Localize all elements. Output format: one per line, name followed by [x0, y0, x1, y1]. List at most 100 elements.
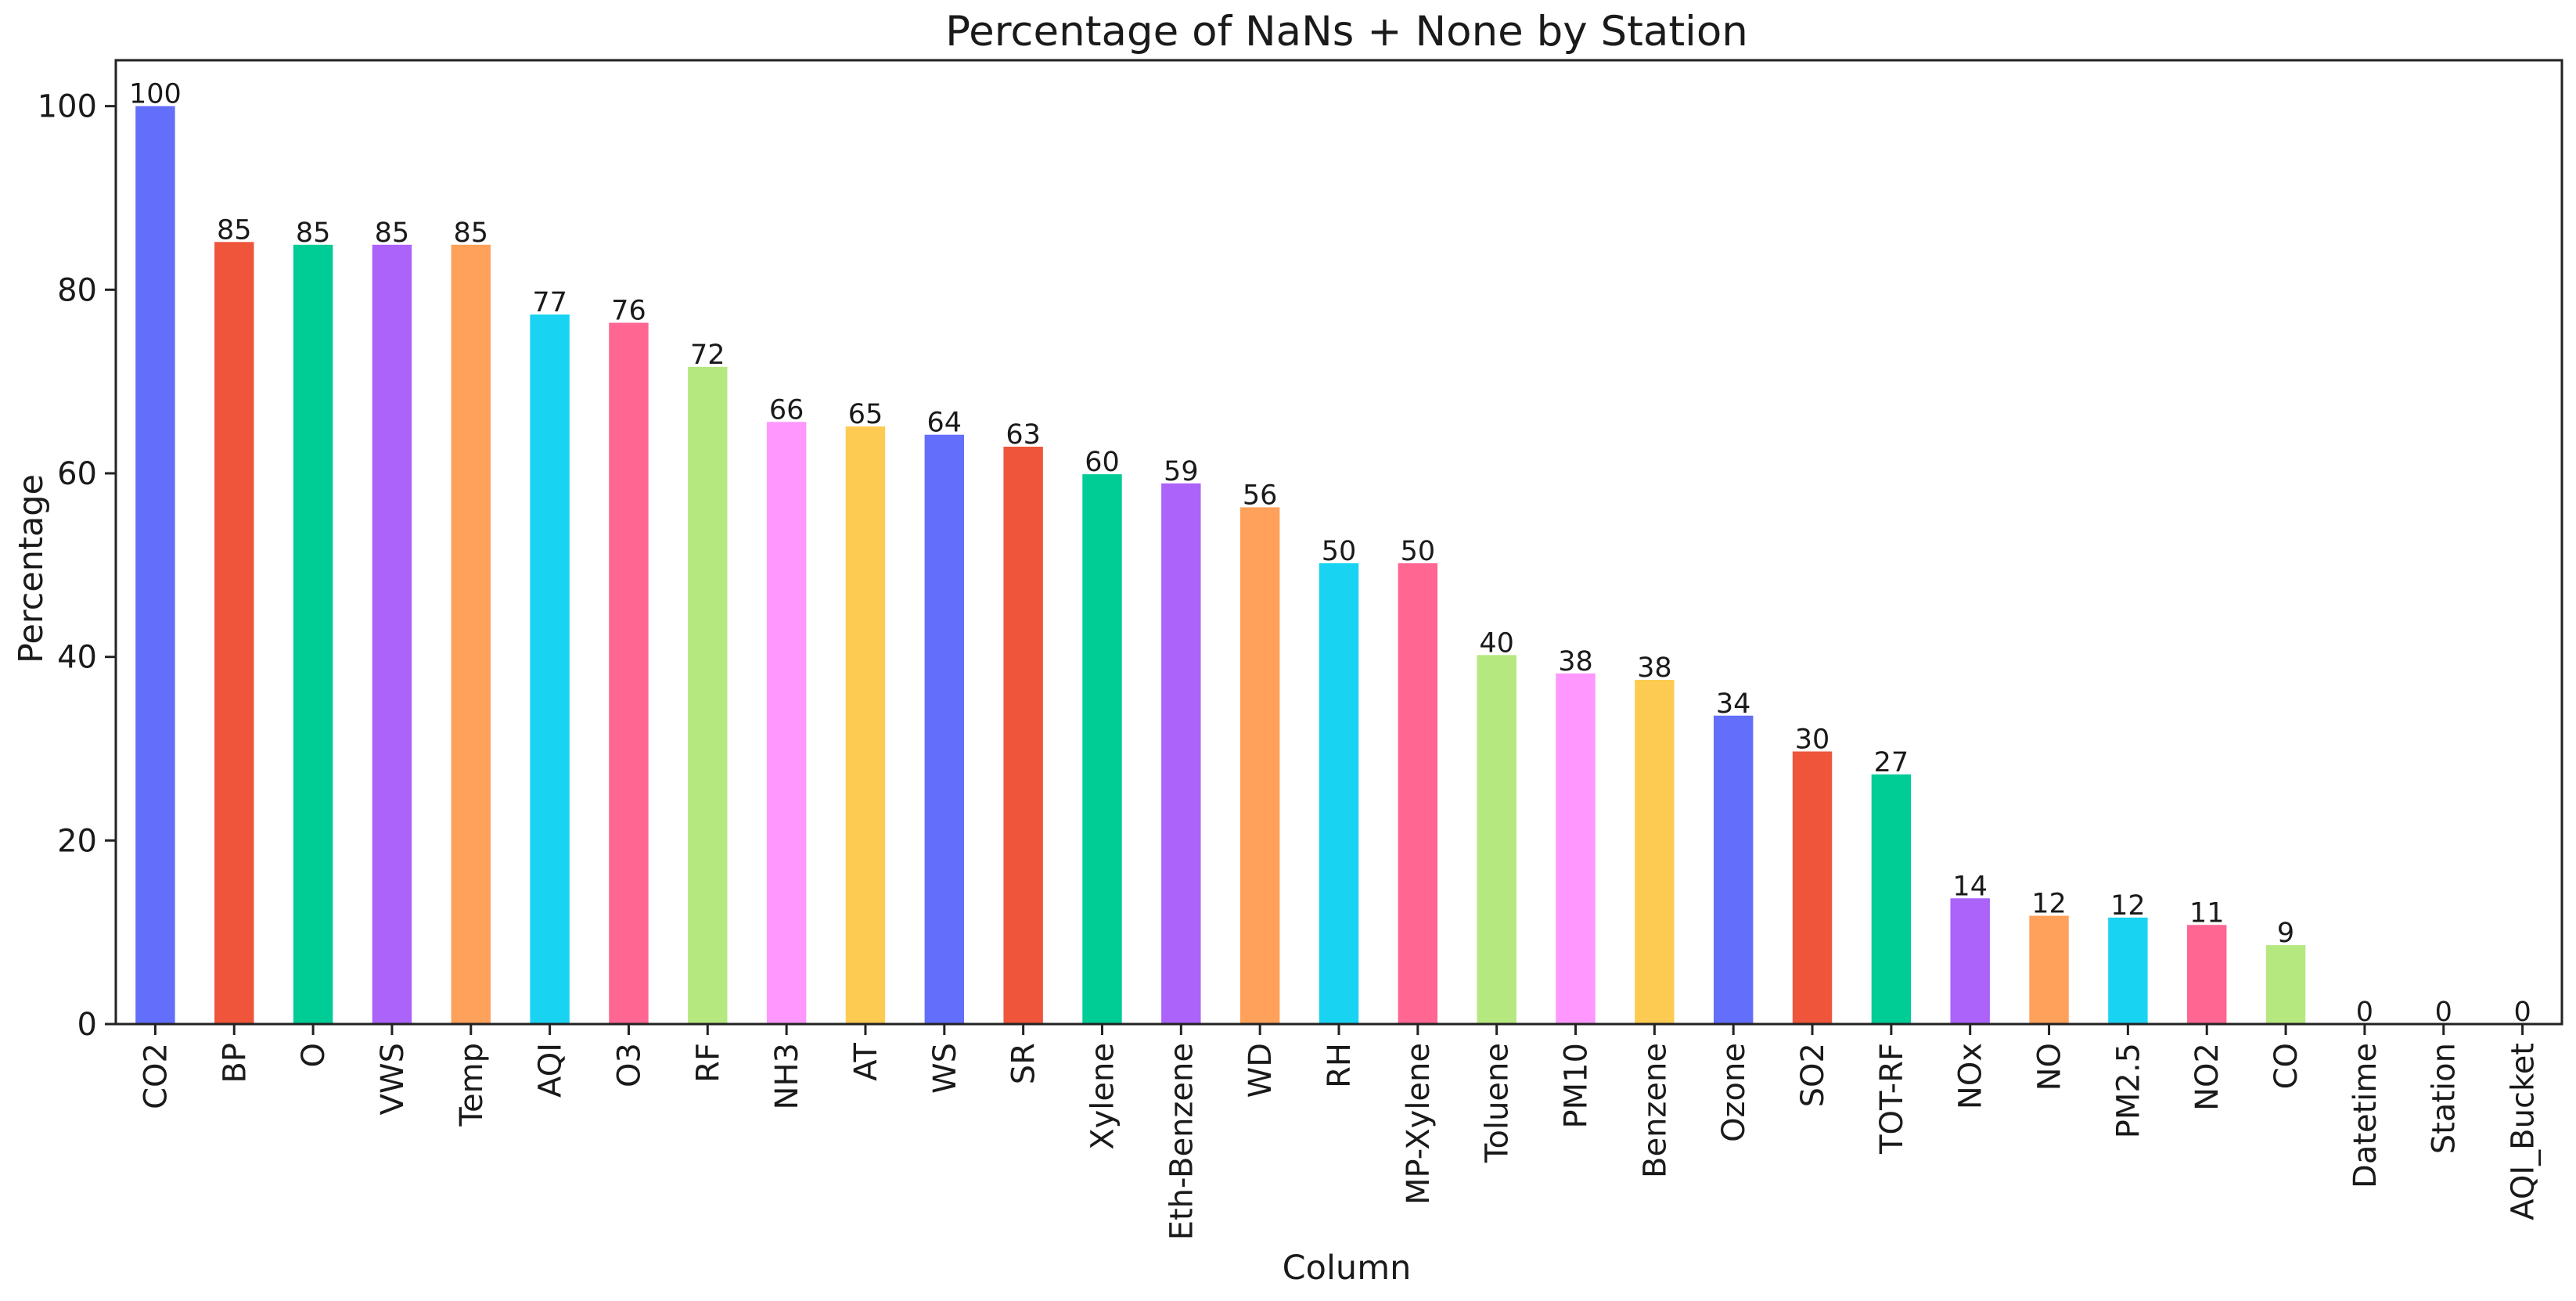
- bar-sr: [1003, 446, 1043, 1024]
- x-tick-label: Toluene: [1480, 1043, 1516, 1163]
- x-tick-label: PM2.5: [2110, 1043, 2146, 1138]
- bar-nox: [1950, 898, 1990, 1024]
- bar-at: [845, 426, 886, 1024]
- x-tick-label: SR: [1006, 1043, 1042, 1084]
- data-label: 66: [769, 394, 804, 426]
- bar-toluene: [1477, 655, 1516, 1024]
- data-label: 12: [2031, 889, 2067, 920]
- x-tick-label: Benzene: [1637, 1043, 1673, 1178]
- x-tick-label: WD: [1243, 1043, 1279, 1098]
- y-tick-label: 40: [57, 640, 97, 676]
- bar-o: [293, 244, 333, 1025]
- y-tick-label: 100: [38, 89, 97, 125]
- x-tick-label: O: [296, 1043, 332, 1067]
- data-label: 85: [375, 217, 410, 249]
- x-tick-label: NO2: [2189, 1043, 2225, 1111]
- data-label: 77: [532, 287, 567, 318]
- y-tick-label: 0: [77, 1007, 97, 1043]
- data-label: 30: [1795, 724, 1830, 756]
- data-label: 56: [1243, 480, 1278, 511]
- bar-tot-rf: [1871, 774, 1912, 1024]
- x-tick-label: Ozone: [1716, 1043, 1752, 1142]
- x-tick-label: Station: [2427, 1043, 2463, 1154]
- bar-vws: [372, 244, 412, 1025]
- bar-eth-benzene: [1161, 483, 1201, 1024]
- x-tick-label: AT: [848, 1042, 884, 1080]
- x-tick-label: PM10: [1559, 1043, 1595, 1129]
- bars-group: [135, 106, 2306, 1025]
- bar-rh: [1319, 562, 1359, 1024]
- x-tick-label: MP-Xylene: [1401, 1043, 1437, 1205]
- data-label: 14: [1952, 871, 1988, 902]
- bar-no: [2029, 915, 2069, 1024]
- bar-o3: [609, 322, 649, 1024]
- data-label: 63: [1006, 419, 1041, 451]
- bar-temp: [451, 244, 491, 1025]
- data-label: 9: [2277, 918, 2294, 949]
- data-label: 34: [1716, 688, 1751, 720]
- x-tick-label: NOx: [1953, 1043, 1989, 1109]
- bar-pm10: [1556, 673, 1596, 1024]
- chart-title: Percentage of NaNs + None by Station: [945, 8, 1748, 56]
- x-tick-label: NO: [2032, 1043, 2068, 1091]
- x-tick-label: WS: [927, 1043, 963, 1094]
- data-label: 50: [1401, 536, 1436, 567]
- x-tick-label: Temp: [454, 1043, 490, 1127]
- data-label: 85: [454, 217, 489, 249]
- x-tick-label: Datetime: [2348, 1043, 2384, 1188]
- bar-nh3: [766, 422, 807, 1024]
- data-labels-group: 100 85 85 85 85 77 76 72 66 65 64 63 60 59 56 50 50 40 38 3…: [129, 79, 2531, 1028]
- bar-aqi: [530, 314, 570, 1025]
- x-tick-label: CO2: [138, 1043, 174, 1109]
- x-tick-label: Eth-Benzene: [1164, 1043, 1200, 1240]
- data-label: 38: [1637, 652, 1672, 684]
- x-axis-label: Column: [1283, 1249, 1412, 1288]
- bar-xylene: [1082, 474, 1122, 1024]
- bar-co: [2265, 945, 2306, 1024]
- x-tick-label: TOT-RF: [1874, 1043, 1910, 1155]
- bar-benzene: [1635, 680, 1675, 1024]
- data-label: 12: [2110, 890, 2146, 922]
- bar-ozone: [1713, 715, 1754, 1024]
- data-label: 64: [927, 408, 962, 439]
- x-tick-label: AQI_Bucket: [2506, 1043, 2542, 1220]
- y-axis-label: Percentage: [12, 474, 51, 663]
- x-tick-label: BP: [217, 1043, 253, 1084]
- y-tick-label: 60: [57, 456, 97, 492]
- data-label: 27: [1874, 747, 1909, 778]
- x-tick-label: RH: [1322, 1043, 1358, 1088]
- data-label: 0: [2513, 997, 2531, 1028]
- x-tick-label: AQI: [533, 1043, 569, 1098]
- data-label: 38: [1558, 646, 1593, 677]
- data-label: 85: [217, 214, 252, 246]
- bar-bp: [214, 242, 254, 1024]
- x-tick-label: VWS: [375, 1043, 411, 1115]
- bar-no2: [2187, 925, 2227, 1024]
- data-label: 40: [1479, 627, 1514, 659]
- bar-so2: [1792, 751, 1833, 1024]
- data-label: 65: [848, 399, 883, 430]
- data-label: 11: [2189, 897, 2225, 929]
- x-tick-label: NH3: [769, 1043, 805, 1109]
- bar-co2: [135, 106, 175, 1025]
- bar-ws: [924, 434, 965, 1024]
- y-tick-label: 80: [57, 272, 97, 308]
- data-label: 50: [1322, 536, 1357, 567]
- data-label: 60: [1085, 447, 1120, 478]
- x-tick-label: Xylene: [1085, 1043, 1121, 1150]
- x-tick-label: RF: [690, 1043, 726, 1083]
- data-label: 59: [1164, 456, 1199, 487]
- x-tick-label: CO: [2268, 1043, 2304, 1089]
- bar-pm2-5: [2108, 917, 2148, 1024]
- data-label: 72: [690, 340, 725, 371]
- x-axis-ticks: CO2 BP O VWS Temp AQI O3 RF NH3 AT WS SR Xylene Eth-B…: [138, 1024, 2542, 1240]
- x-tick-label: O3: [611, 1043, 647, 1087]
- bar-mp-xylene: [1398, 562, 1438, 1024]
- x-tick-label: SO2: [1795, 1043, 1831, 1107]
- data-label: 0: [2435, 997, 2452, 1028]
- y-tick-label: 20: [57, 823, 97, 859]
- data-label: 100: [129, 79, 182, 110]
- data-label: 85: [296, 217, 331, 249]
- bar-wd: [1239, 507, 1280, 1024]
